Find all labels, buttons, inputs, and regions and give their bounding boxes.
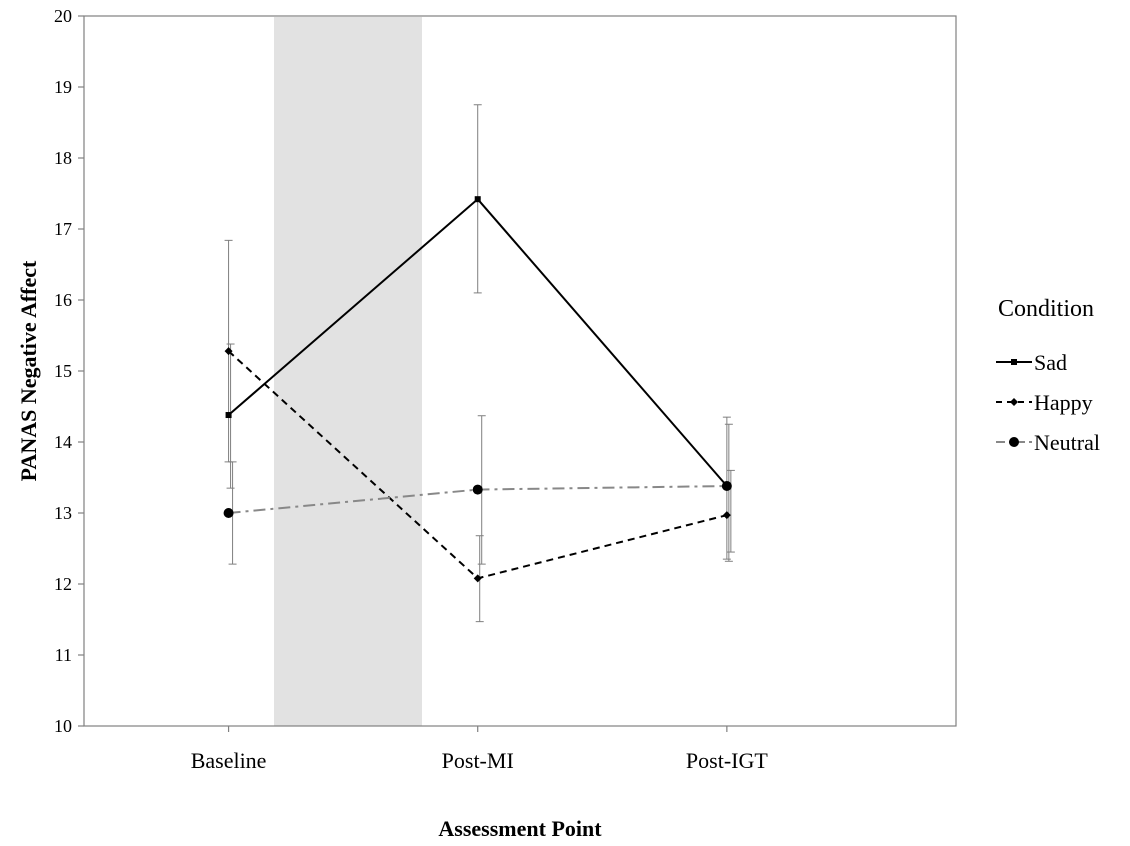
x-tick-label: Post-IGT: [686, 748, 768, 773]
y-tick-label: 15: [54, 361, 72, 381]
y-tick-label: 11: [55, 645, 72, 665]
plot-frame: [83, 15, 957, 727]
point-neutral: [472, 484, 483, 495]
point-neutral: [721, 481, 732, 492]
shaded-interval: [274, 17, 422, 726]
y-tick-label: 18: [54, 148, 72, 168]
x-tick-label: Post-MI: [442, 748, 514, 773]
point-happy: [473, 574, 482, 583]
x-axis-title: Assessment Point: [438, 816, 602, 841]
x-axis-categories: Baseline Post-MI Post-IGT: [191, 726, 768, 773]
point-neutral: [223, 508, 234, 518]
y-tick-label: 19: [54, 77, 72, 97]
legend-marker-happy: [1010, 398, 1018, 406]
legend-label-happy: Happy: [1034, 390, 1093, 415]
y-axis-title: PANAS Negative Affect: [16, 260, 41, 481]
y-tick-label: 13: [54, 503, 72, 523]
point-happy: [224, 347, 233, 356]
y-tick-label: 16: [54, 290, 72, 310]
x-tick-label: Baseline: [191, 748, 267, 773]
legend-title: Condition: [998, 296, 1094, 322]
legend-label-neutral: Neutral: [1034, 430, 1100, 455]
y-axis-ticks: 10 11 12 13 14 15 16 17 18 19 20: [54, 6, 84, 736]
point-sad: [225, 412, 232, 419]
point-sad: [474, 196, 481, 203]
y-tick-label: 20: [54, 6, 72, 26]
y-tick-label: 17: [54, 219, 72, 239]
legend: Condition Sad Happy Neutral: [996, 296, 1100, 455]
y-tick-label: 12: [54, 574, 72, 594]
y-tick-label: 14: [54, 432, 72, 452]
legend-marker-sad: [1011, 359, 1017, 365]
legend-label-sad: Sad: [1034, 350, 1067, 375]
y-tick-label: 10: [54, 716, 72, 736]
point-happy: [722, 511, 731, 520]
legend-marker-neutral: [1009, 437, 1019, 447]
series-markers: [223, 196, 732, 583]
